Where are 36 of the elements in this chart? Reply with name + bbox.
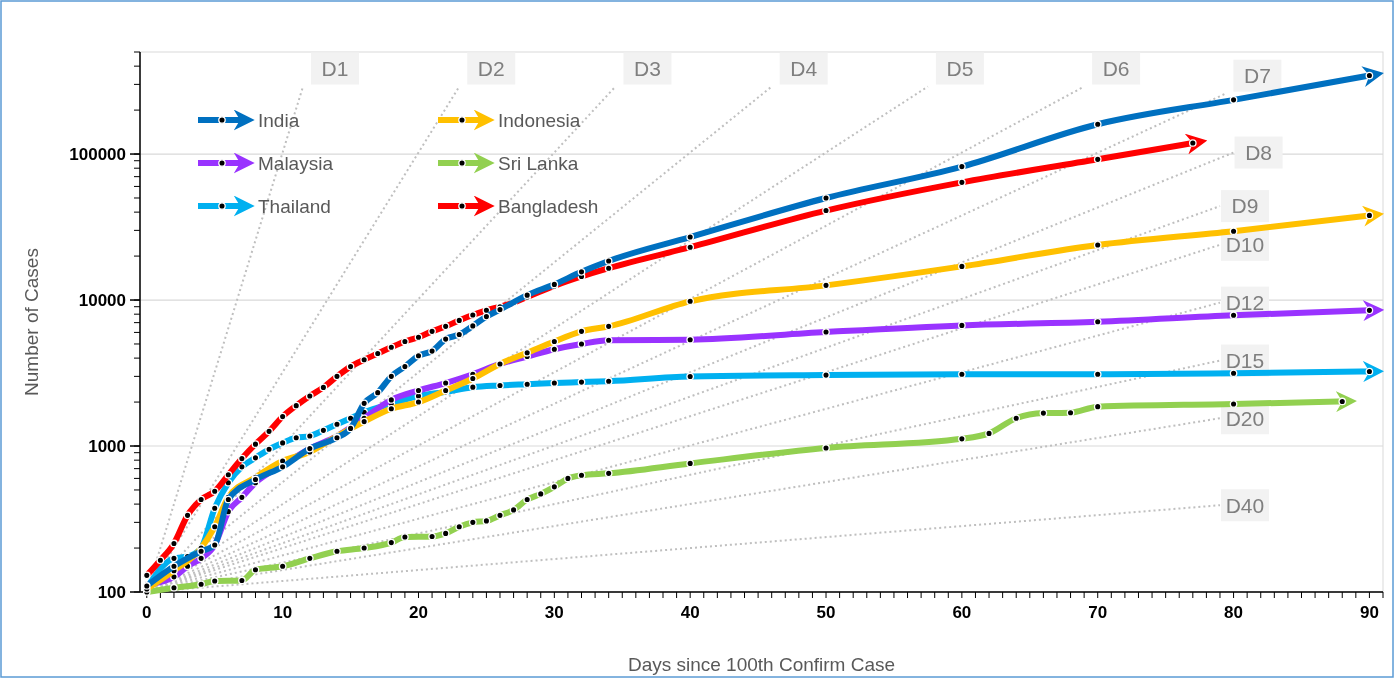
series-label: D5 <box>946 56 974 80</box>
series-label: D9 <box>1231 194 1259 218</box>
series-label: D1 <box>321 56 349 80</box>
series-label: D40 <box>1225 493 1265 517</box>
x-tick-label: 80 <box>1224 603 1244 622</box>
x-tick-label: 70 <box>1088 603 1108 622</box>
series-label: D4 <box>790 56 818 80</box>
series-label: D15 <box>1225 348 1265 372</box>
legend-label: Bangladesh <box>498 195 599 217</box>
x-tick-label: 0 <box>142 603 152 622</box>
x-tick-label: 60 <box>952 603 972 622</box>
y-tick-label: 100000 <box>69 144 126 164</box>
series-label: D3 <box>634 56 661 80</box>
series-label: D10 <box>1225 233 1265 257</box>
legend-label: Sri Lanka <box>498 152 579 174</box>
x-tick-label: 40 <box>680 603 700 622</box>
series-label: D8 <box>1245 140 1272 164</box>
series-label: D2 <box>477 56 505 80</box>
x-tick-label: 50 <box>816 603 836 622</box>
y-axis-title: Number of Cases <box>21 248 42 396</box>
y-tick-label: 100 <box>97 582 126 602</box>
x-tick-label: 20 <box>409 603 428 622</box>
y-tick-label: 10000 <box>78 290 126 310</box>
legend-label: India <box>258 109 300 131</box>
x-tick-label: 90 <box>1359 603 1379 622</box>
legend-label: Indonesia <box>498 109 581 131</box>
x-tick-label: 30 <box>544 603 564 622</box>
series-label: D12 <box>1225 290 1265 314</box>
series-label: D7 <box>1243 64 1271 88</box>
series-label: D6 <box>1102 56 1130 80</box>
series-label: D20 <box>1225 406 1265 430</box>
x-tick-label: 10 <box>273 603 293 622</box>
y-tick-label: 1000 <box>88 436 126 456</box>
legend-label: Thailand <box>258 195 331 217</box>
legend-label: Malaysia <box>258 152 334 174</box>
x-axis-title: Days since 100th Confirm Case <box>627 654 896 675</box>
